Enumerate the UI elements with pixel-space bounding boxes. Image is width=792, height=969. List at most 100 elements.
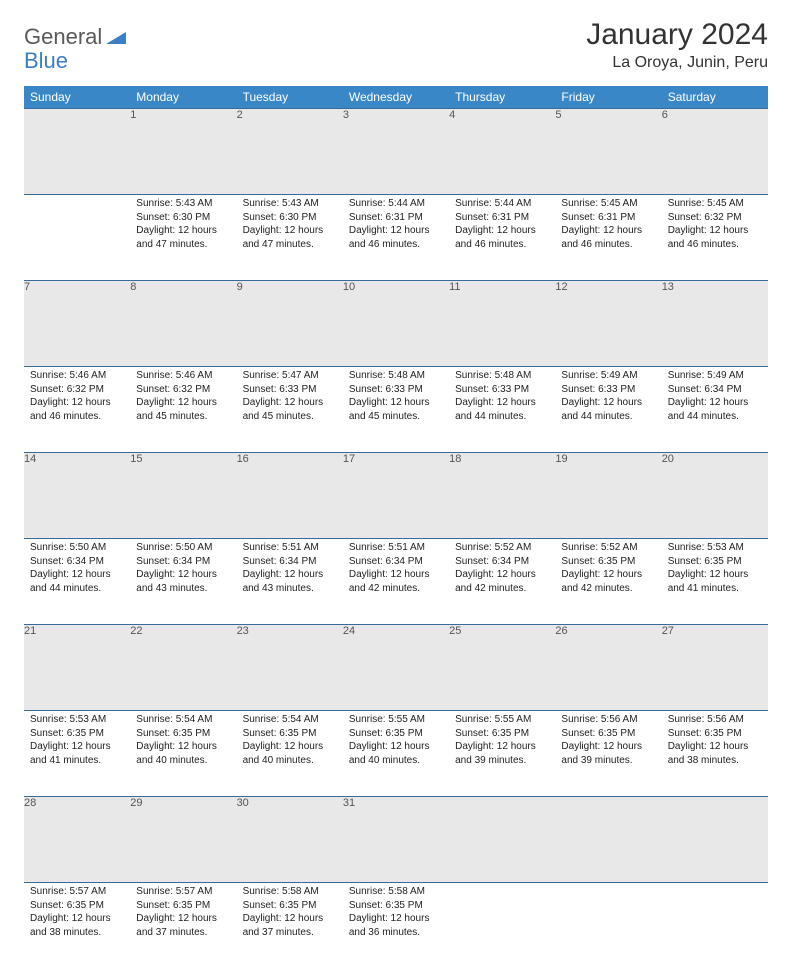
calendar-day-cell: Sunrise: 5:55 AMSunset: 6:35 PMDaylight:… [449, 711, 555, 797]
weekday-header: Tuesday [237, 86, 343, 109]
day-details: Sunrise: 5:51 AMSunset: 6:34 PMDaylight:… [343, 539, 449, 601]
calendar-day-cell: Sunrise: 5:45 AMSunset: 6:32 PMDaylight:… [662, 195, 768, 281]
day-number-row: 78910111213 [24, 281, 768, 367]
day-number-cell: 12 [555, 281, 661, 367]
calendar-day-cell: Sunrise: 5:57 AMSunset: 6:35 PMDaylight:… [24, 883, 130, 969]
day-number-cell: 27 [662, 625, 768, 711]
day-number-row: 14151617181920 [24, 453, 768, 539]
weekday-header: Saturday [662, 86, 768, 109]
calendar-day-cell: Sunrise: 5:43 AMSunset: 6:30 PMDaylight:… [237, 195, 343, 281]
day-details: Sunrise: 5:45 AMSunset: 6:31 PMDaylight:… [555, 195, 661, 257]
day-details: Sunrise: 5:46 AMSunset: 6:32 PMDaylight:… [130, 367, 236, 429]
header: General January 2024 La Oroya, Junin, Pe… [24, 18, 768, 72]
day-number-row: 21222324252627 [24, 625, 768, 711]
day-number-cell: 20 [662, 453, 768, 539]
day-number-cell: 4 [449, 109, 555, 195]
day-number-cell [662, 797, 768, 883]
weekday-header: Friday [555, 86, 661, 109]
day-details: Sunrise: 5:43 AMSunset: 6:30 PMDaylight:… [237, 195, 343, 257]
day-details: Sunrise: 5:50 AMSunset: 6:34 PMDaylight:… [24, 539, 130, 601]
day-number-cell: 21 [24, 625, 130, 711]
day-number-cell: 26 [555, 625, 661, 711]
day-number-cell: 24 [343, 625, 449, 711]
brand-text-1: General [24, 24, 102, 50]
calendar-week-row: Sunrise: 5:46 AMSunset: 6:32 PMDaylight:… [24, 367, 768, 453]
day-number-cell: 11 [449, 281, 555, 367]
calendar-day-cell: Sunrise: 5:54 AMSunset: 6:35 PMDaylight:… [237, 711, 343, 797]
day-details: Sunrise: 5:53 AMSunset: 6:35 PMDaylight:… [24, 711, 130, 773]
day-number-cell: 17 [343, 453, 449, 539]
day-number-cell: 22 [130, 625, 236, 711]
calendar-day-cell [449, 883, 555, 969]
weekday-header: Sunday [24, 86, 130, 109]
day-number-cell [449, 797, 555, 883]
day-number-row: 28293031 [24, 797, 768, 883]
day-number-cell: 6 [662, 109, 768, 195]
day-details: Sunrise: 5:52 AMSunset: 6:35 PMDaylight:… [555, 539, 661, 601]
calendar-day-cell: Sunrise: 5:48 AMSunset: 6:33 PMDaylight:… [343, 367, 449, 453]
title-block: January 2024 La Oroya, Junin, Peru [586, 18, 768, 72]
day-number-cell: 14 [24, 453, 130, 539]
month-title: January 2024 [586, 18, 768, 52]
day-number-cell: 16 [237, 453, 343, 539]
day-details: Sunrise: 5:45 AMSunset: 6:32 PMDaylight:… [662, 195, 768, 257]
calendar-day-cell: Sunrise: 5:49 AMSunset: 6:33 PMDaylight:… [555, 367, 661, 453]
day-number-cell [555, 797, 661, 883]
day-details: Sunrise: 5:55 AMSunset: 6:35 PMDaylight:… [343, 711, 449, 773]
calendar-day-cell: Sunrise: 5:58 AMSunset: 6:35 PMDaylight:… [237, 883, 343, 969]
day-details: Sunrise: 5:58 AMSunset: 6:35 PMDaylight:… [237, 883, 343, 945]
calendar-body: 123456Sunrise: 5:43 AMSunset: 6:30 PMDay… [24, 109, 768, 969]
calendar-day-cell: Sunrise: 5:53 AMSunset: 6:35 PMDaylight:… [24, 711, 130, 797]
day-details: Sunrise: 5:57 AMSunset: 6:35 PMDaylight:… [24, 883, 130, 945]
day-details: Sunrise: 5:52 AMSunset: 6:34 PMDaylight:… [449, 539, 555, 601]
day-number-row: 123456 [24, 109, 768, 195]
day-details: Sunrise: 5:54 AMSunset: 6:35 PMDaylight:… [130, 711, 236, 773]
calendar-day-cell: Sunrise: 5:58 AMSunset: 6:35 PMDaylight:… [343, 883, 449, 969]
calendar-week-row: Sunrise: 5:57 AMSunset: 6:35 PMDaylight:… [24, 883, 768, 969]
calendar-table: Sunday Monday Tuesday Wednesday Thursday… [24, 86, 768, 969]
calendar-day-cell: Sunrise: 5:45 AMSunset: 6:31 PMDaylight:… [555, 195, 661, 281]
weekday-header: Thursday [449, 86, 555, 109]
calendar-day-cell: Sunrise: 5:46 AMSunset: 6:32 PMDaylight:… [24, 367, 130, 453]
day-details: Sunrise: 5:51 AMSunset: 6:34 PMDaylight:… [237, 539, 343, 601]
day-number-cell: 9 [237, 281, 343, 367]
day-details: Sunrise: 5:50 AMSunset: 6:34 PMDaylight:… [130, 539, 236, 601]
brand-logo: General [24, 18, 126, 50]
day-number-cell: 28 [24, 797, 130, 883]
day-number-cell [24, 109, 130, 195]
day-details: Sunrise: 5:44 AMSunset: 6:31 PMDaylight:… [343, 195, 449, 257]
calendar-day-cell: Sunrise: 5:49 AMSunset: 6:34 PMDaylight:… [662, 367, 768, 453]
day-details: Sunrise: 5:55 AMSunset: 6:35 PMDaylight:… [449, 711, 555, 773]
day-details: Sunrise: 5:48 AMSunset: 6:33 PMDaylight:… [449, 367, 555, 429]
calendar-day-cell [555, 883, 661, 969]
day-details: Sunrise: 5:56 AMSunset: 6:35 PMDaylight:… [662, 711, 768, 773]
day-number-cell: 13 [662, 281, 768, 367]
day-details: Sunrise: 5:58 AMSunset: 6:35 PMDaylight:… [343, 883, 449, 945]
calendar-day-cell: Sunrise: 5:47 AMSunset: 6:33 PMDaylight:… [237, 367, 343, 453]
day-number-cell: 19 [555, 453, 661, 539]
day-details: Sunrise: 5:53 AMSunset: 6:35 PMDaylight:… [662, 539, 768, 601]
day-number-cell: 2 [237, 109, 343, 195]
brand-triangle-icon [106, 30, 126, 44]
day-details: Sunrise: 5:49 AMSunset: 6:34 PMDaylight:… [662, 367, 768, 429]
day-number-cell: 15 [130, 453, 236, 539]
day-number-cell: 30 [237, 797, 343, 883]
day-number-cell: 10 [343, 281, 449, 367]
calendar-week-row: Sunrise: 5:53 AMSunset: 6:35 PMDaylight:… [24, 711, 768, 797]
day-details: Sunrise: 5:46 AMSunset: 6:32 PMDaylight:… [24, 367, 130, 429]
day-details: Sunrise: 5:44 AMSunset: 6:31 PMDaylight:… [449, 195, 555, 257]
day-details: Sunrise: 5:48 AMSunset: 6:33 PMDaylight:… [343, 367, 449, 429]
calendar-week-row: Sunrise: 5:43 AMSunset: 6:30 PMDaylight:… [24, 195, 768, 281]
weekday-header-row: Sunday Monday Tuesday Wednesday Thursday… [24, 86, 768, 109]
day-number-cell: 5 [555, 109, 661, 195]
day-number-cell: 29 [130, 797, 236, 883]
day-number-cell: 3 [343, 109, 449, 195]
calendar-day-cell: Sunrise: 5:44 AMSunset: 6:31 PMDaylight:… [449, 195, 555, 281]
day-number-cell: 31 [343, 797, 449, 883]
day-details: Sunrise: 5:43 AMSunset: 6:30 PMDaylight:… [130, 195, 236, 257]
location-text: La Oroya, Junin, Peru [586, 54, 768, 72]
calendar-day-cell: Sunrise: 5:43 AMSunset: 6:30 PMDaylight:… [130, 195, 236, 281]
day-number-cell: 18 [449, 453, 555, 539]
calendar-day-cell: Sunrise: 5:48 AMSunset: 6:33 PMDaylight:… [449, 367, 555, 453]
calendar-day-cell: Sunrise: 5:56 AMSunset: 6:35 PMDaylight:… [555, 711, 661, 797]
